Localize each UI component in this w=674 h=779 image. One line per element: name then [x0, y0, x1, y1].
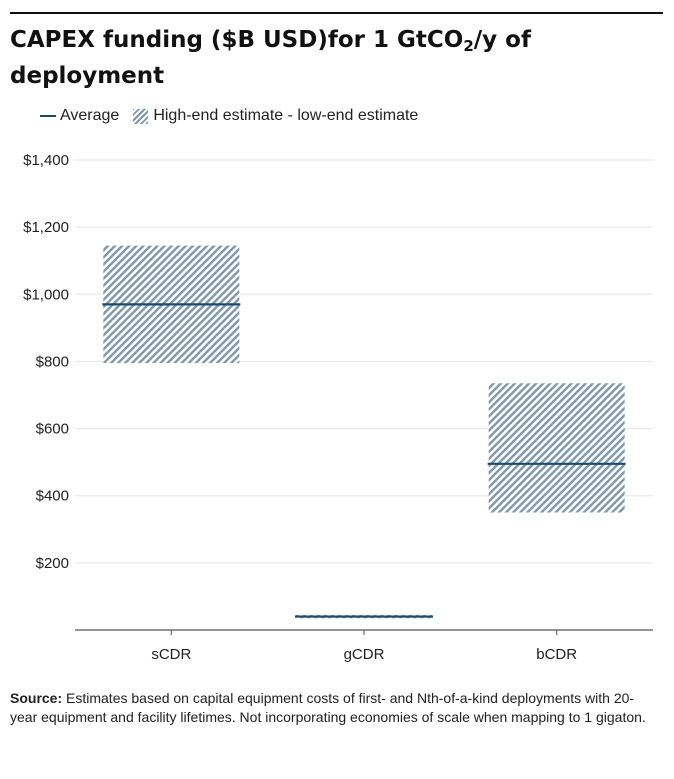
source-label: Source: [10, 690, 63, 706]
chart-title-suffix: /y of deployment [10, 27, 531, 89]
x-tick-label: bCDR [536, 646, 577, 663]
y-tick-label: $600 [36, 421, 69, 438]
y-tick-label: $1,400 [23, 152, 69, 169]
legend-range-label: High-end estimate - low-end estimate [153, 107, 419, 124]
x-tick-label: gCDR [344, 646, 385, 663]
range-bar [488, 383, 625, 513]
hatch-swatch-icon [133, 108, 149, 124]
y-tick-label: $400 [36, 488, 69, 505]
x-tick-label: sCDR [151, 646, 191, 663]
y-tick-label: $200 [36, 555, 69, 572]
legend-item-range: High-end estimate - low-end estimate [133, 107, 418, 125]
source-text: Estimates based on capital equipment cos… [10, 690, 646, 725]
legend-item-average: Average [40, 107, 119, 125]
y-tick-label: $1,200 [23, 219, 69, 236]
legend-average-label: Average [60, 107, 120, 124]
chart-plot: $200 $400 $600 $800 $1,000 $1,200 $1,400 sCDR gC… [23, 152, 653, 663]
source-footnote: Source: Estimates based on capital equip… [10, 689, 650, 727]
average-line-icon [40, 115, 56, 117]
legend: Average High-end estimate - low-end esti… [40, 104, 432, 128]
y-tick-label: $1,000 [23, 286, 69, 303]
chart-title-subscript: 2 [463, 37, 474, 55]
y-tick-label: $800 [36, 353, 69, 370]
top-rule [10, 12, 663, 14]
chart-title-main: CAPEX funding ($B USD)for 1 GtCO [10, 27, 464, 53]
chart-title: CAPEX funding ($B USD)for 1 GtCO2/y of d… [10, 22, 650, 94]
